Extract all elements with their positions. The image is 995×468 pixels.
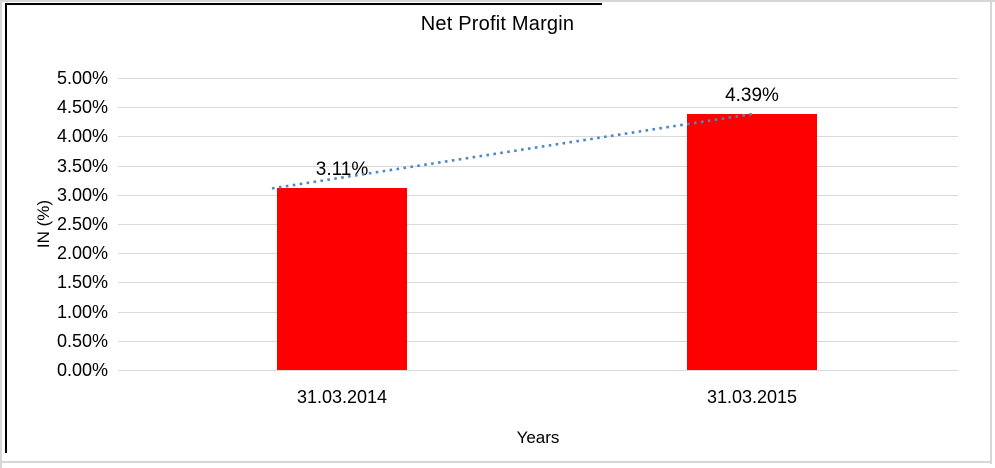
- gridline: [118, 78, 958, 79]
- gridline: [118, 165, 958, 167]
- y-tick-label: 4.00%: [56, 126, 108, 147]
- bar-2014: [277, 188, 407, 370]
- y-tick-label: 5.00%: [56, 68, 108, 88]
- y-tick-label: 0.00%: [56, 360, 108, 380]
- gridline: [118, 194, 958, 196]
- y-tick-label: 3.50%: [56, 155, 108, 176]
- gridline: [118, 282, 958, 284]
- picture-border-top: [5, 3, 602, 5]
- y-tick-label: 3.00%: [56, 184, 108, 205]
- outer-frame-left: [0, 0, 2, 468]
- y-tick-label: 1.00%: [56, 301, 108, 322]
- bar-group-2015: 4.39%: [687, 78, 817, 370]
- outer-frame-bottom: [0, 461, 992, 463]
- plot-area: 3.11% 4.39%: [118, 78, 958, 371]
- chart-title: Net Profit Margin: [420, 13, 575, 35]
- bar-value-label-2014: 3.11%: [315, 159, 369, 181]
- x-axis-line: [118, 370, 958, 371]
- gridline: [118, 107, 958, 109]
- gridline: [118, 224, 958, 225]
- outer-frame-top: [0, 0, 995, 2]
- picture-border-left: [5, 3, 7, 453]
- y-tick-label: 0.50%: [56, 330, 108, 351]
- y-tick-label: 4.50%: [56, 97, 108, 118]
- gridline: [118, 136, 958, 138]
- outer-frame-right: [990, 0, 992, 464]
- bar-2015: [687, 113, 817, 370]
- y-tick-label: 2.50%: [56, 214, 108, 234]
- bar-value-label-2015: 4.39%: [725, 84, 779, 106]
- x-tick-label-2014: 31.03.2014: [296, 387, 388, 407]
- gridline: [118, 311, 958, 313]
- x-axis-title: Years: [516, 428, 560, 447]
- y-tick-label: 1.50%: [56, 272, 108, 293]
- y-tick-label: 2.00%: [56, 243, 108, 264]
- gridline: [118, 253, 958, 255]
- gridline: [118, 340, 958, 342]
- y-axis-tick-labels: 5.00% 4.50% 4.00% 3.50% 3.00% 2.50% 2.00…: [0, 68, 112, 380]
- x-tick-label-2015: 31.03.2015: [706, 387, 798, 407]
- bar-group-2014: 3.11%: [277, 78, 407, 370]
